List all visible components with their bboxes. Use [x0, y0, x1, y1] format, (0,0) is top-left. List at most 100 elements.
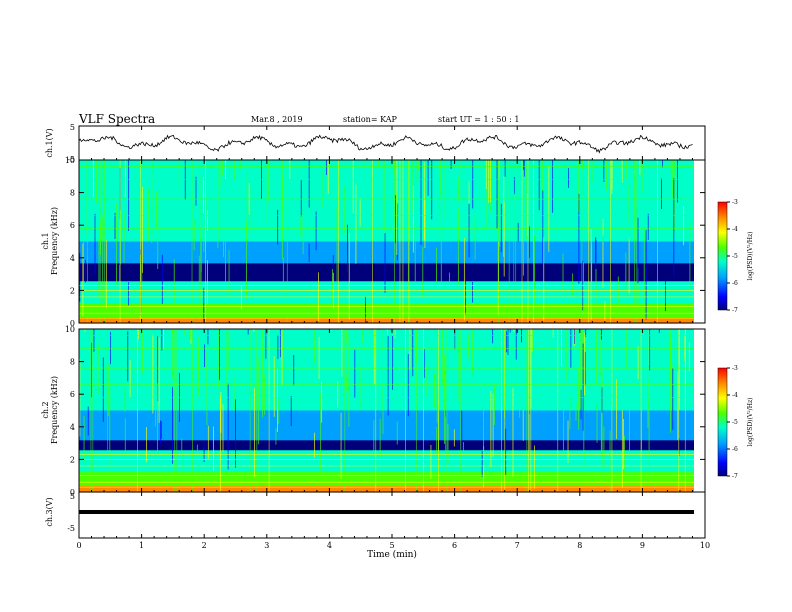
spectrogram-band: [79, 257, 694, 260]
spectrogram-band: [79, 356, 694, 360]
colorbar-tick-label: -4: [732, 392, 738, 399]
ch1-colorbar-label: log(PSD)(V2/Hz): [746, 232, 754, 281]
ch2-spectrogram-image: [78, 329, 705, 493]
spectrogram-band: [79, 169, 694, 173]
spectrogram-band: [79, 392, 694, 396]
spectrogram-band: [79, 299, 694, 302]
ch1-ytick-top: 5: [70, 123, 75, 132]
spectrogram-band: [79, 211, 694, 215]
spectrogram-band: [79, 342, 694, 346]
time-tick-label: 10: [700, 541, 710, 550]
freq-tick-label: 0: [70, 488, 75, 497]
spectrogram-band: [79, 175, 694, 179]
spectrogram-band: [79, 450, 694, 453]
spectrogram-band: [79, 261, 694, 264]
colorbar-tick-label: -7: [732, 307, 738, 314]
freq-tick-label: 8: [70, 189, 75, 198]
spectrogram-band: [79, 462, 694, 465]
spectrogram-band: [79, 219, 694, 223]
spectrogram-band: [79, 404, 694, 408]
spectrogram-band: [79, 205, 694, 209]
ch1-colorbar-gradient: [717, 201, 728, 311]
spectrogram-band: [79, 376, 694, 380]
spectrogram-band: [79, 412, 694, 416]
spectrogram-band: [79, 402, 694, 406]
spectrogram-band: [79, 185, 694, 189]
ch2-colorbar: -3 -4 -5 -6 -7 log(PSD)(V2/Hz): [717, 365, 754, 480]
spectrogram-band: [79, 332, 694, 336]
time-axis-label: Time (min): [367, 549, 417, 560]
spectrogram-band: [79, 319, 694, 322]
spectrogram-band: [79, 440, 694, 443]
spectrogram-band: [79, 227, 694, 231]
spectrogram-band: [79, 189, 694, 193]
spectrogram-band: [79, 384, 694, 388]
spectrogram-band: [79, 167, 694, 171]
spectrogram-band: [79, 249, 694, 253]
spectrogram-band: [79, 161, 694, 165]
spectrogram-band: [79, 285, 694, 288]
spectrogram-band: [79, 448, 694, 451]
spectrogram-band: [79, 454, 694, 457]
spectrogram-band: [79, 287, 694, 290]
spectrogram-band: [79, 259, 694, 262]
colorbar-tick-label: -4: [732, 226, 738, 233]
spectrogram-band: [79, 207, 694, 211]
spectrogram-band: [79, 468, 694, 471]
spectrogram-band: [79, 482, 694, 485]
spectrogram-band: [79, 436, 694, 439]
ch2-colorbar-label: log(PSD)(V2/Hz): [746, 398, 754, 447]
spectrogram-blank: [694, 329, 705, 492]
spectrogram-band: [79, 442, 694, 445]
spectrogram-band: [79, 456, 694, 459]
freq-tick-label: 6: [70, 390, 75, 399]
spectrogram-band: [79, 364, 694, 368]
freq-tick-label: 8: [70, 358, 75, 367]
freq-tick-label: 2: [70, 455, 75, 464]
time-tick-label: 4: [327, 541, 332, 550]
ch3-waveform-frame: [78, 491, 706, 539]
spectrogram-band: [79, 368, 694, 372]
spectrogram-band: [79, 476, 694, 479]
spectrogram-band: [79, 380, 694, 384]
spectrogram-band: [79, 484, 694, 487]
spectrogram-band: [79, 390, 694, 394]
ch1-freq-ticks: 0 2 4 6 8 10: [65, 156, 705, 328]
spectrogram-band: [79, 243, 694, 247]
ch1-colorbar: -3 -4 -5 -6 -7 log(PSD)(V2/Hz): [717, 199, 754, 314]
spectrogram-band: [79, 245, 694, 249]
spectrogram-band: [79, 420, 694, 424]
ch1-spectrogram-image: [78, 160, 705, 324]
spectrogram-band: [79, 374, 694, 378]
ch3-ytick-top: 5: [70, 492, 75, 501]
colorbar-tick-label: -5: [732, 419, 738, 426]
spectrogram-band: [79, 398, 694, 402]
spectrogram-band: [79, 183, 694, 187]
spectrogram-band: [79, 422, 694, 426]
spectrogram-band: [79, 426, 694, 429]
spectrogram-band: [79, 478, 694, 481]
spectrogram-band: [79, 400, 694, 404]
ch2-freq-ticks: 0 2 4 6 8 10: [65, 325, 705, 497]
spectrogram-band: [79, 334, 694, 338]
spectrogram-band: [79, 438, 694, 441]
spectrogram-band: [79, 406, 694, 410]
spectrogram-blank: [694, 160, 705, 323]
spectrogram-band: [79, 352, 694, 356]
spectrogram-band: [79, 350, 694, 354]
spectrogram-band: [79, 225, 694, 229]
spectrogram-band: [79, 223, 694, 227]
start-ut-label: start UT = 1 : 50 : 1: [438, 115, 519, 124]
spectrogram-band: [79, 241, 694, 245]
spectrogram-band: [79, 416, 694, 420]
spectrogram-band: [79, 177, 694, 181]
time-tick-label: 8: [577, 541, 582, 550]
spectrogram-band: [79, 362, 694, 366]
spectrogram-band: [79, 470, 694, 473]
time-tick-label: 9: [640, 541, 645, 550]
spectrogram-band: [79, 187, 694, 191]
figure-title: VLF Spectra: [78, 112, 155, 126]
spectrogram-band: [79, 263, 694, 266]
ch1-colorbar-ticks: -3 -4 -5 -6 -7: [727, 199, 738, 314]
spectrogram-band: [79, 311, 694, 314]
